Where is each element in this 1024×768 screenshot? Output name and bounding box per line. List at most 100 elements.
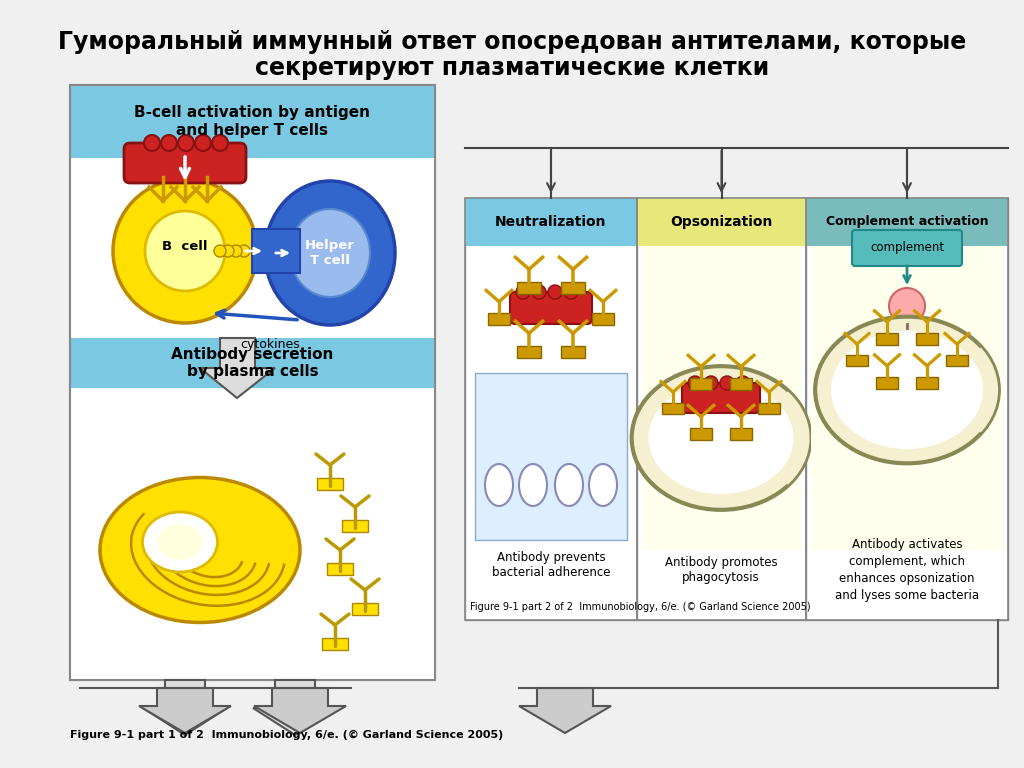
Polygon shape	[519, 688, 611, 733]
Text: Figure 9-1 part 2 of 2  Immunobiology, 6/e. (© Garland Science 2005): Figure 9-1 part 2 of 2 Immunobiology, 6/…	[470, 602, 811, 612]
Circle shape	[890, 328, 904, 342]
Ellipse shape	[265, 181, 395, 325]
Circle shape	[195, 135, 211, 151]
FancyBboxPatch shape	[689, 429, 713, 440]
Text: Complement activation: Complement activation	[825, 216, 988, 229]
FancyBboxPatch shape	[729, 429, 753, 440]
Bar	[70, 85, 435, 680]
Polygon shape	[139, 688, 231, 733]
Text: Neutralization: Neutralization	[496, 215, 607, 229]
FancyBboxPatch shape	[592, 313, 614, 325]
Ellipse shape	[555, 464, 583, 506]
Circle shape	[214, 245, 226, 257]
Polygon shape	[254, 688, 346, 733]
Text: Helper
T cell: Helper T cell	[305, 239, 355, 267]
Bar	[70, 85, 435, 158]
Text: B  cell: B cell	[162, 240, 208, 253]
Circle shape	[874, 328, 888, 342]
Circle shape	[113, 179, 257, 323]
Text: Figure 9-1 part 1 of 2  Immunobiology, 6/e. (© Garland Science 2005): Figure 9-1 part 1 of 2 Immunobiology, 6/…	[70, 730, 503, 740]
FancyBboxPatch shape	[915, 377, 938, 389]
Bar	[811, 246, 1002, 550]
Circle shape	[532, 285, 546, 299]
FancyBboxPatch shape	[517, 346, 541, 358]
Circle shape	[238, 245, 250, 257]
Ellipse shape	[814, 316, 999, 464]
Bar	[465, 198, 637, 246]
Circle shape	[516, 285, 530, 299]
Bar	[465, 198, 637, 620]
Bar	[642, 246, 801, 550]
Text: Antibody promotes
phagocytosis: Antibody promotes phagocytosis	[665, 556, 777, 584]
Circle shape	[688, 376, 702, 390]
Ellipse shape	[589, 464, 617, 506]
FancyBboxPatch shape	[689, 379, 713, 390]
Bar	[637, 198, 806, 246]
Ellipse shape	[631, 366, 811, 511]
Ellipse shape	[519, 464, 547, 506]
Bar	[806, 198, 1008, 620]
Text: Opsonization: Opsonization	[671, 215, 773, 229]
FancyBboxPatch shape	[868, 335, 946, 365]
Circle shape	[222, 245, 234, 257]
Circle shape	[736, 376, 750, 390]
Ellipse shape	[100, 478, 300, 623]
FancyBboxPatch shape	[252, 229, 300, 273]
Bar	[806, 198, 1008, 620]
Text: B-cell activation by antigen
and helper T cells: B-cell activation by antigen and helper …	[134, 105, 371, 137]
Circle shape	[564, 285, 578, 299]
FancyBboxPatch shape	[663, 403, 684, 414]
Bar	[70, 388, 435, 680]
Ellipse shape	[485, 464, 513, 506]
Circle shape	[889, 288, 925, 324]
Circle shape	[212, 135, 228, 151]
FancyBboxPatch shape	[876, 377, 898, 389]
Text: Antibody prevents
bacterial adherence: Antibody prevents bacterial adherence	[492, 551, 610, 579]
Polygon shape	[253, 680, 337, 735]
Circle shape	[906, 328, 920, 342]
Circle shape	[548, 285, 562, 299]
Text: секретируют плазматические клетки: секретируют плазматические клетки	[255, 56, 769, 80]
FancyBboxPatch shape	[915, 333, 938, 345]
Circle shape	[145, 211, 225, 291]
Circle shape	[178, 135, 194, 151]
FancyBboxPatch shape	[561, 282, 585, 294]
Bar	[465, 198, 637, 620]
Circle shape	[922, 328, 936, 342]
FancyBboxPatch shape	[510, 292, 592, 324]
FancyBboxPatch shape	[946, 355, 968, 366]
Circle shape	[161, 135, 177, 151]
Text: cytokines: cytokines	[240, 338, 300, 351]
FancyBboxPatch shape	[846, 355, 867, 366]
FancyBboxPatch shape	[682, 383, 760, 413]
FancyBboxPatch shape	[322, 638, 348, 650]
Bar	[806, 198, 1008, 246]
FancyBboxPatch shape	[561, 346, 585, 358]
Ellipse shape	[290, 209, 370, 297]
FancyBboxPatch shape	[317, 478, 343, 490]
Circle shape	[144, 135, 160, 151]
Bar	[70, 85, 435, 680]
Circle shape	[230, 245, 242, 257]
Ellipse shape	[648, 382, 794, 494]
Polygon shape	[200, 338, 275, 398]
FancyBboxPatch shape	[758, 403, 779, 414]
Bar	[70, 158, 435, 338]
Polygon shape	[143, 680, 227, 735]
Text: Гуморальный иммунный ответ опосредован антителами, которые: Гуморальный иммунный ответ опосредован а…	[58, 30, 966, 54]
FancyBboxPatch shape	[327, 563, 353, 575]
FancyBboxPatch shape	[876, 333, 898, 345]
Ellipse shape	[158, 524, 203, 560]
Bar	[637, 198, 806, 620]
Circle shape	[720, 376, 734, 390]
Bar	[475, 373, 627, 540]
FancyBboxPatch shape	[852, 230, 962, 266]
Circle shape	[705, 376, 718, 390]
Ellipse shape	[831, 331, 983, 449]
Text: complement: complement	[870, 241, 944, 254]
Ellipse shape	[142, 512, 217, 572]
FancyBboxPatch shape	[729, 379, 753, 390]
FancyBboxPatch shape	[124, 143, 246, 183]
FancyBboxPatch shape	[487, 313, 510, 325]
Bar	[70, 338, 435, 388]
